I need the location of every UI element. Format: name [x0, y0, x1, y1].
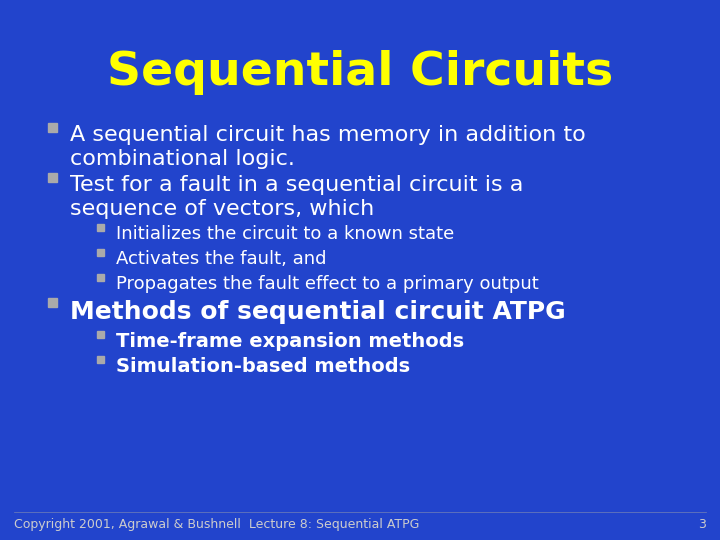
Text: A sequential circuit has memory in addition to
combinational logic.: A sequential circuit has memory in addit…	[70, 125, 586, 169]
Bar	[96, 224, 104, 231]
Bar	[96, 273, 104, 280]
Bar	[48, 298, 56, 307]
Text: Methods of sequential circuit ATPG: Methods of sequential circuit ATPG	[70, 300, 566, 324]
Text: Propagates the fault effect to a primary output: Propagates the fault effect to a primary…	[116, 275, 539, 293]
Text: 3: 3	[698, 518, 706, 531]
Bar	[48, 123, 56, 132]
Bar	[48, 172, 56, 181]
Text: Initializes the circuit to a known state: Initializes the circuit to a known state	[116, 225, 454, 243]
Text: Sequential Circuits: Sequential Circuits	[107, 50, 613, 95]
Text: Copyright 2001, Agrawal & Bushnell  Lecture 8: Sequential ATPG: Copyright 2001, Agrawal & Bushnell Lectu…	[14, 518, 419, 531]
Bar	[96, 355, 104, 362]
Bar	[96, 248, 104, 255]
Text: Simulation-based methods: Simulation-based methods	[116, 357, 410, 376]
Bar	[96, 330, 104, 338]
Text: Test for a fault in a sequential circuit is a
sequence of vectors, which: Test for a fault in a sequential circuit…	[70, 175, 523, 219]
Text: Time-frame expansion methods: Time-frame expansion methods	[116, 332, 464, 351]
Text: Activates the fault, and: Activates the fault, and	[116, 250, 326, 268]
